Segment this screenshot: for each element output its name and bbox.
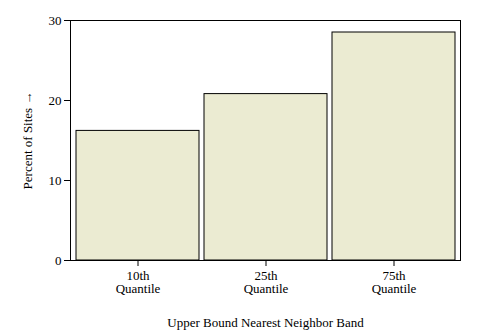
svg-text:0: 0 [55,253,62,268]
svg-text:30: 30 [49,13,62,28]
svg-text:Percent of Sites →: Percent of Sites → [20,92,35,190]
svg-text:75thQuantile: 75thQuantile [372,268,417,296]
svg-text:10thQuantile: 10thQuantile [116,268,161,296]
svg-text:10: 10 [49,173,62,188]
svg-text:Upper Bound Nearest Neighbor B: Upper Bound Nearest Neighbor Band [167,315,364,330]
svg-text:20: 20 [49,93,62,108]
svg-text:25thQuantile: 25thQuantile [244,268,289,296]
